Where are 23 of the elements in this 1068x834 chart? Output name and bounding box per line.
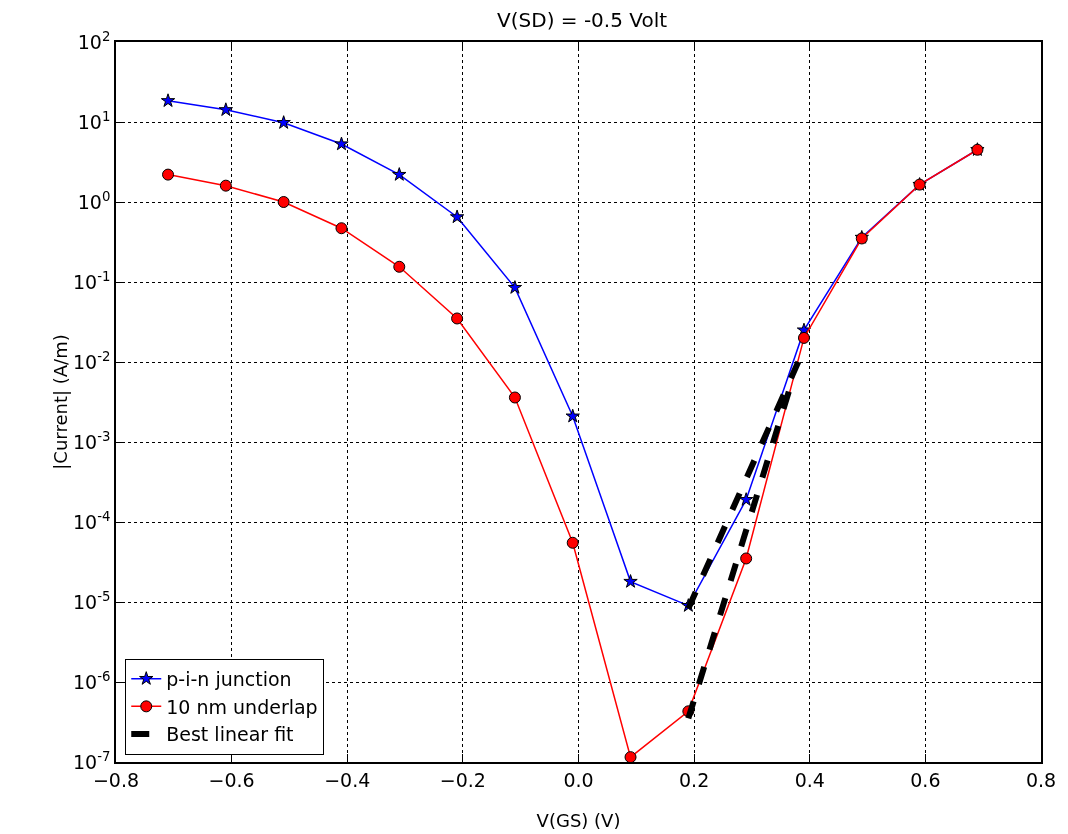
- x-tick-label: −0.6: [208, 768, 255, 791]
- y-tick-label: 10$^{2}$: [77, 28, 111, 53]
- x-tick-label: −0.2: [439, 768, 486, 791]
- y-tick-label: 10$^{-2}$: [73, 348, 111, 373]
- chart-title: V(SD) = -0.5 Volt: [497, 7, 668, 32]
- y-tick-label: 10$^{-3}$: [73, 428, 111, 453]
- x-tick-label: −0.4: [324, 768, 371, 791]
- legend-label: 10 nm underlap: [166, 695, 318, 718]
- x-tick-label: 0.4: [794, 768, 825, 791]
- x-tick-label: 0.8: [1025, 768, 1057, 791]
- y-tick-label: 10$^{-1}$: [73, 268, 111, 293]
- y-axis-title: |Current| (A/m): [50, 334, 71, 470]
- y-tick-label: 10$^{0}$: [77, 188, 111, 213]
- legend-label: p-i-n junction: [166, 668, 292, 691]
- legend-label: Best linear fit: [166, 723, 294, 746]
- x-tick-label: 0.0: [563, 768, 594, 791]
- x-axis-title: V(GS) (V): [536, 809, 621, 831]
- y-tick-label: 10$^{1}$: [77, 108, 111, 133]
- y-tick-label: 10$^{-4}$: [73, 508, 111, 533]
- y-tick-label: 10$^{-6}$: [73, 668, 111, 693]
- y-tick-label: 10$^{-5}$: [73, 588, 111, 613]
- x-tick-label: 0.2: [679, 768, 710, 791]
- x-tick-label: 0.6: [910, 768, 941, 791]
